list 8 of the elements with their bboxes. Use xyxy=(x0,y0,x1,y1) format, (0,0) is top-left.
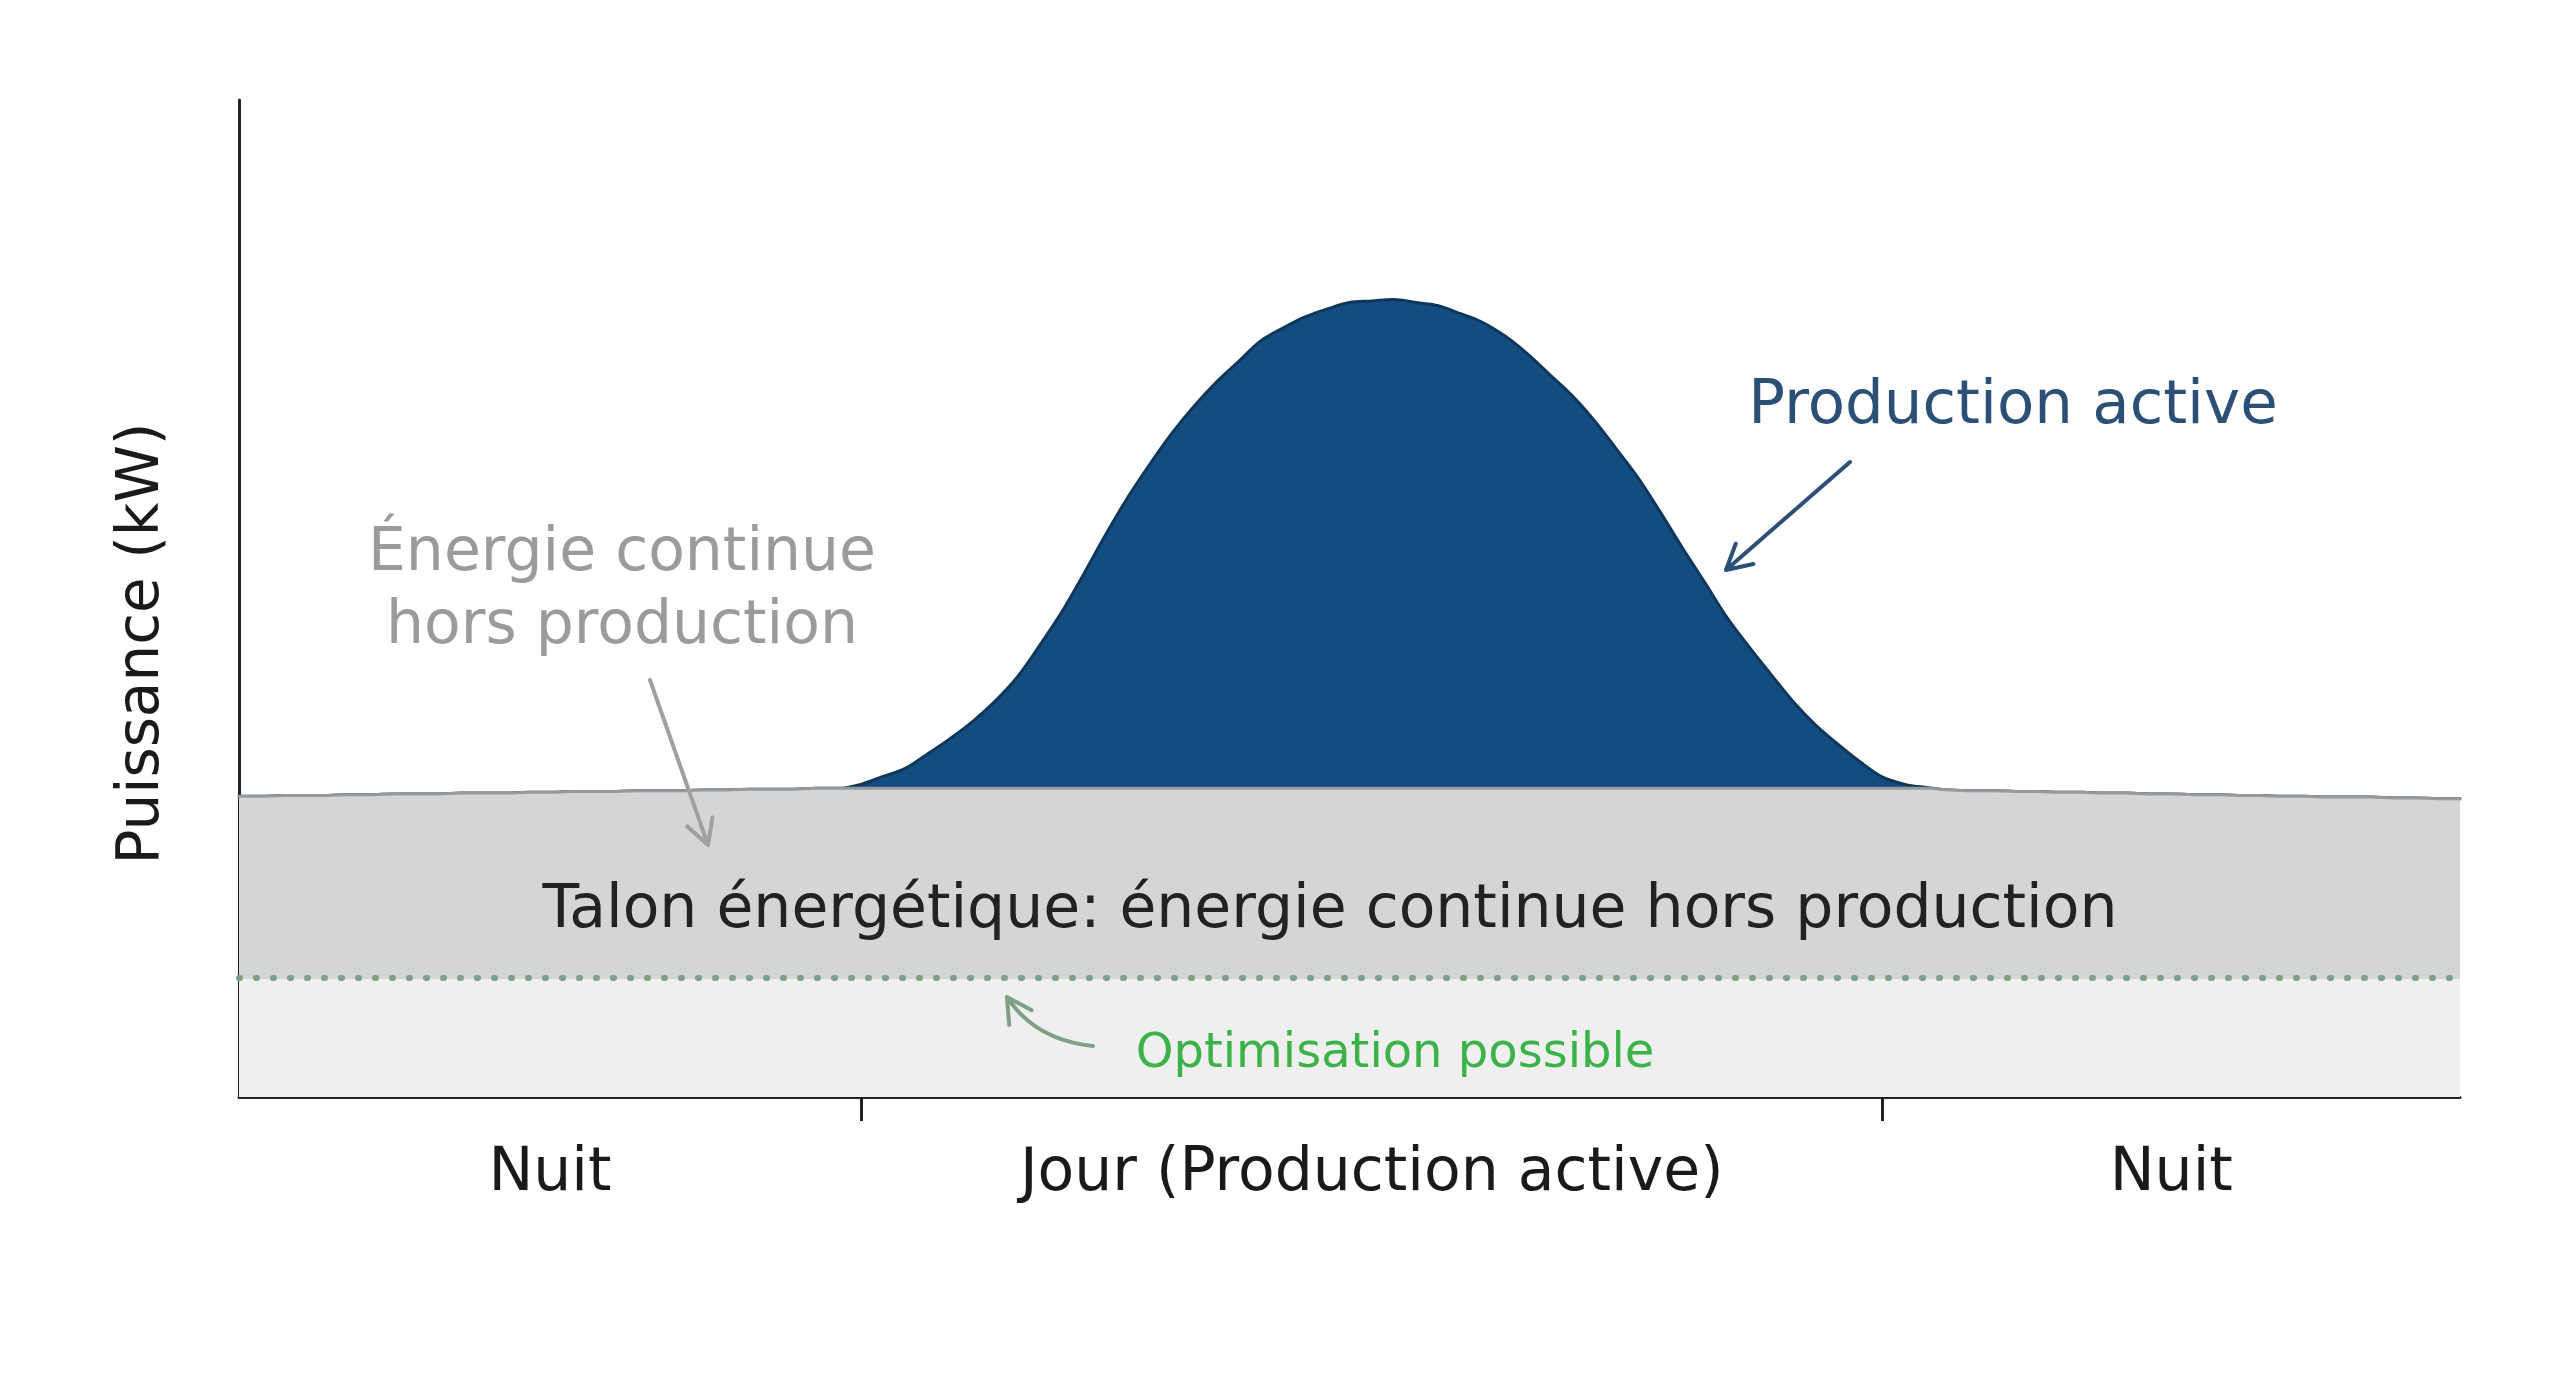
series-label: Talon énergétique: énergie continue hors production xyxy=(541,871,2118,941)
x-tick-label: Nuit xyxy=(488,1134,612,1204)
series-label: Production active xyxy=(1748,365,2278,437)
x-tick-label: Jour (Production active) xyxy=(1015,1134,1724,1204)
legend-label: Optimisation possible xyxy=(1135,1022,1655,1078)
y-axis-title: Puissance (kW) xyxy=(104,422,172,865)
annotation: Énergie continue hors production xyxy=(367,512,877,657)
x-tick-label: Nuit xyxy=(2109,1134,2233,1204)
